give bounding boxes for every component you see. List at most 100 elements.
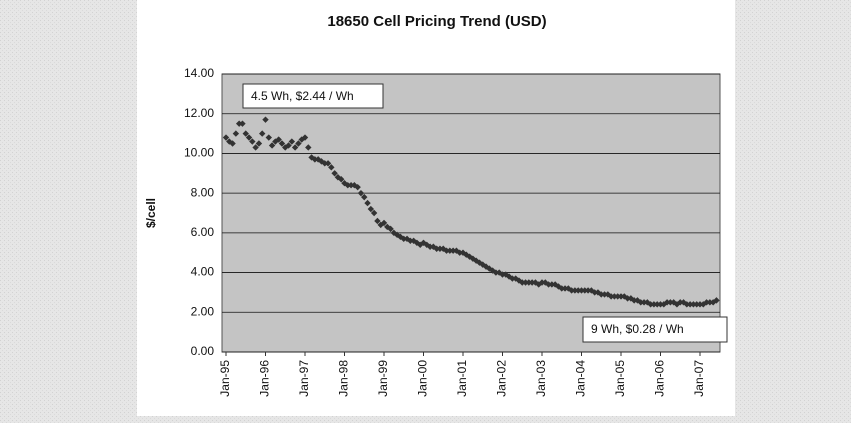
data-point — [650, 301, 658, 308]
data-point — [387, 225, 394, 233]
data-point — [640, 299, 648, 306]
data-point — [259, 130, 266, 137]
data-point — [446, 247, 454, 254]
data-point — [380, 219, 388, 227]
x-tick-label: Jan-02 — [495, 360, 509, 397]
x-tick-label: Jan-07 — [692, 360, 706, 397]
chart-title: 18650 Cell Pricing Trend (USD) — [327, 13, 546, 30]
data-point — [275, 136, 282, 143]
data-point — [706, 299, 714, 306]
x-tick-label: Jan-04 — [574, 360, 588, 397]
data-point — [617, 293, 625, 300]
data-point — [367, 205, 375, 213]
data-point — [305, 144, 312, 151]
y-tick-label: 2.00 — [191, 304, 215, 318]
x-tick-label: Jan-96 — [258, 360, 272, 397]
data-point — [301, 134, 309, 141]
y-tick-label: 14.00 — [184, 66, 214, 80]
data-point — [538, 279, 546, 286]
data-point — [433, 245, 440, 252]
data-point — [430, 243, 437, 250]
data-point — [338, 176, 345, 183]
data-point — [255, 140, 263, 147]
annotation-box — [242, 83, 384, 109]
data-point — [357, 189, 365, 197]
data-point — [229, 140, 236, 147]
data-point — [285, 142, 292, 149]
x-tick-label: Jan-06 — [653, 360, 667, 397]
x-tick-label: Jan-97 — [297, 360, 311, 397]
data-point — [235, 120, 243, 127]
data-point — [713, 297, 720, 304]
data-point — [347, 182, 355, 189]
data-point — [654, 301, 661, 308]
y-axis-label: $/cell — [144, 198, 158, 228]
data-point — [245, 134, 253, 141]
data-point — [598, 291, 605, 298]
data-point — [272, 138, 279, 145]
data-point — [440, 245, 447, 252]
data-point — [449, 247, 457, 254]
data-point — [278, 140, 286, 147]
data-point — [321, 160, 328, 167]
data-point — [232, 130, 240, 137]
x-tick-label: Jan-98 — [337, 360, 351, 397]
data-point — [390, 229, 398, 237]
data-point — [370, 209, 378, 217]
data-point — [677, 299, 684, 306]
y-tick-label: 12.00 — [184, 106, 214, 120]
x-tick-label: Jan-03 — [534, 360, 548, 397]
data-point — [686, 301, 694, 308]
data-point — [249, 138, 256, 145]
data-point — [703, 299, 710, 306]
data-point — [492, 269, 500, 276]
y-tick-label: 0.00 — [191, 344, 215, 358]
data-point — [519, 279, 526, 286]
data-point — [334, 174, 342, 181]
data-point — [522, 279, 529, 286]
data-point — [535, 281, 542, 288]
x-tick-label: Jan-00 — [416, 360, 430, 397]
data-point — [361, 193, 368, 201]
data-point — [581, 287, 588, 294]
data-point — [239, 120, 246, 127]
data-point — [400, 235, 407, 243]
annotation: 4.5 Wh, $2.44 / Wh — [251, 89, 354, 103]
y-tick-label: 10.00 — [184, 146, 214, 160]
data-point — [614, 293, 621, 300]
data-point — [364, 199, 371, 207]
data-point — [548, 281, 556, 288]
data-point — [528, 279, 536, 286]
data-point — [611, 293, 618, 300]
data-point — [331, 170, 338, 177]
data-point — [407, 237, 414, 244]
data-point — [436, 245, 444, 252]
data-point — [561, 285, 569, 292]
data-point — [222, 134, 230, 141]
data-point — [604, 291, 612, 298]
data-point — [630, 297, 638, 304]
data-point — [242, 130, 249, 137]
data-point — [690, 301, 697, 308]
data-point — [565, 285, 572, 292]
data-point — [591, 289, 598, 296]
data-point — [509, 275, 516, 282]
data-point — [262, 116, 269, 123]
data-point — [568, 287, 575, 294]
data-point — [354, 183, 361, 191]
data-point — [525, 279, 533, 286]
data-point — [601, 291, 608, 298]
data-point — [683, 301, 691, 308]
y-tick-label: 4.00 — [191, 265, 215, 279]
data-point — [268, 142, 276, 149]
data-point — [696, 301, 704, 308]
data-point — [637, 299, 644, 306]
data-point — [558, 285, 565, 292]
data-point — [644, 299, 651, 306]
data-point — [314, 156, 322, 163]
data-point — [575, 287, 582, 294]
data-point — [667, 299, 674, 306]
data-point — [426, 243, 434, 250]
plot-area — [221, 73, 721, 353]
